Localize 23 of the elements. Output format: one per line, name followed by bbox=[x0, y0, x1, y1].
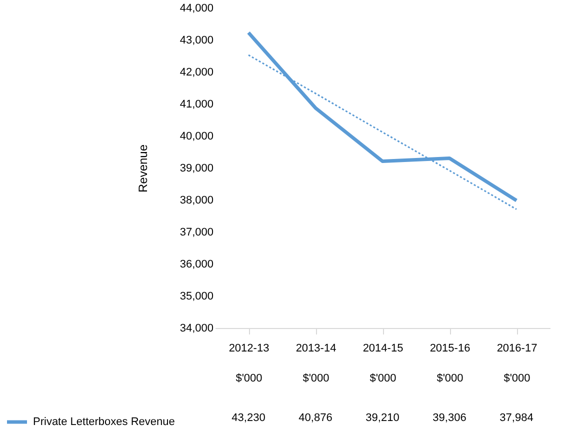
y-tick-label: 34,000 bbox=[180, 322, 214, 334]
y-tick-label: 44,000 bbox=[180, 2, 214, 14]
y-tick-label: 43,000 bbox=[180, 34, 214, 46]
y-tick-label: 39,000 bbox=[180, 162, 214, 174]
y-axis-title: Revenue bbox=[136, 144, 150, 193]
category-label: 2015-16 $'000 bbox=[430, 342, 470, 384]
category-label: 2014-15 $'000 bbox=[362, 342, 404, 384]
category-label: 2013-14 $'000 bbox=[296, 342, 336, 384]
category-label: 2012-13 $'000 bbox=[228, 342, 270, 384]
data-label: 37,984 bbox=[500, 412, 534, 424]
data-label: 43,230 bbox=[232, 412, 266, 424]
y-tick-label: 41,000 bbox=[180, 98, 214, 110]
y-tick-label: 37,000 bbox=[180, 226, 214, 238]
data-label: 39,306 bbox=[432, 412, 466, 424]
y-tick-label: 42,000 bbox=[180, 66, 214, 78]
data-label: 40,876 bbox=[298, 412, 332, 424]
y-tick-label: 38,000 bbox=[180, 194, 214, 206]
category-label: 2016-17 $'000 bbox=[496, 342, 538, 384]
y-tick-label: 36,000 bbox=[180, 258, 214, 270]
y-tick-label: 40,000 bbox=[180, 130, 214, 142]
data-label: 39,210 bbox=[366, 412, 400, 424]
legend-label: Private Letterboxes Revenue bbox=[33, 416, 175, 428]
y-tick-label: 35,000 bbox=[180, 290, 214, 302]
